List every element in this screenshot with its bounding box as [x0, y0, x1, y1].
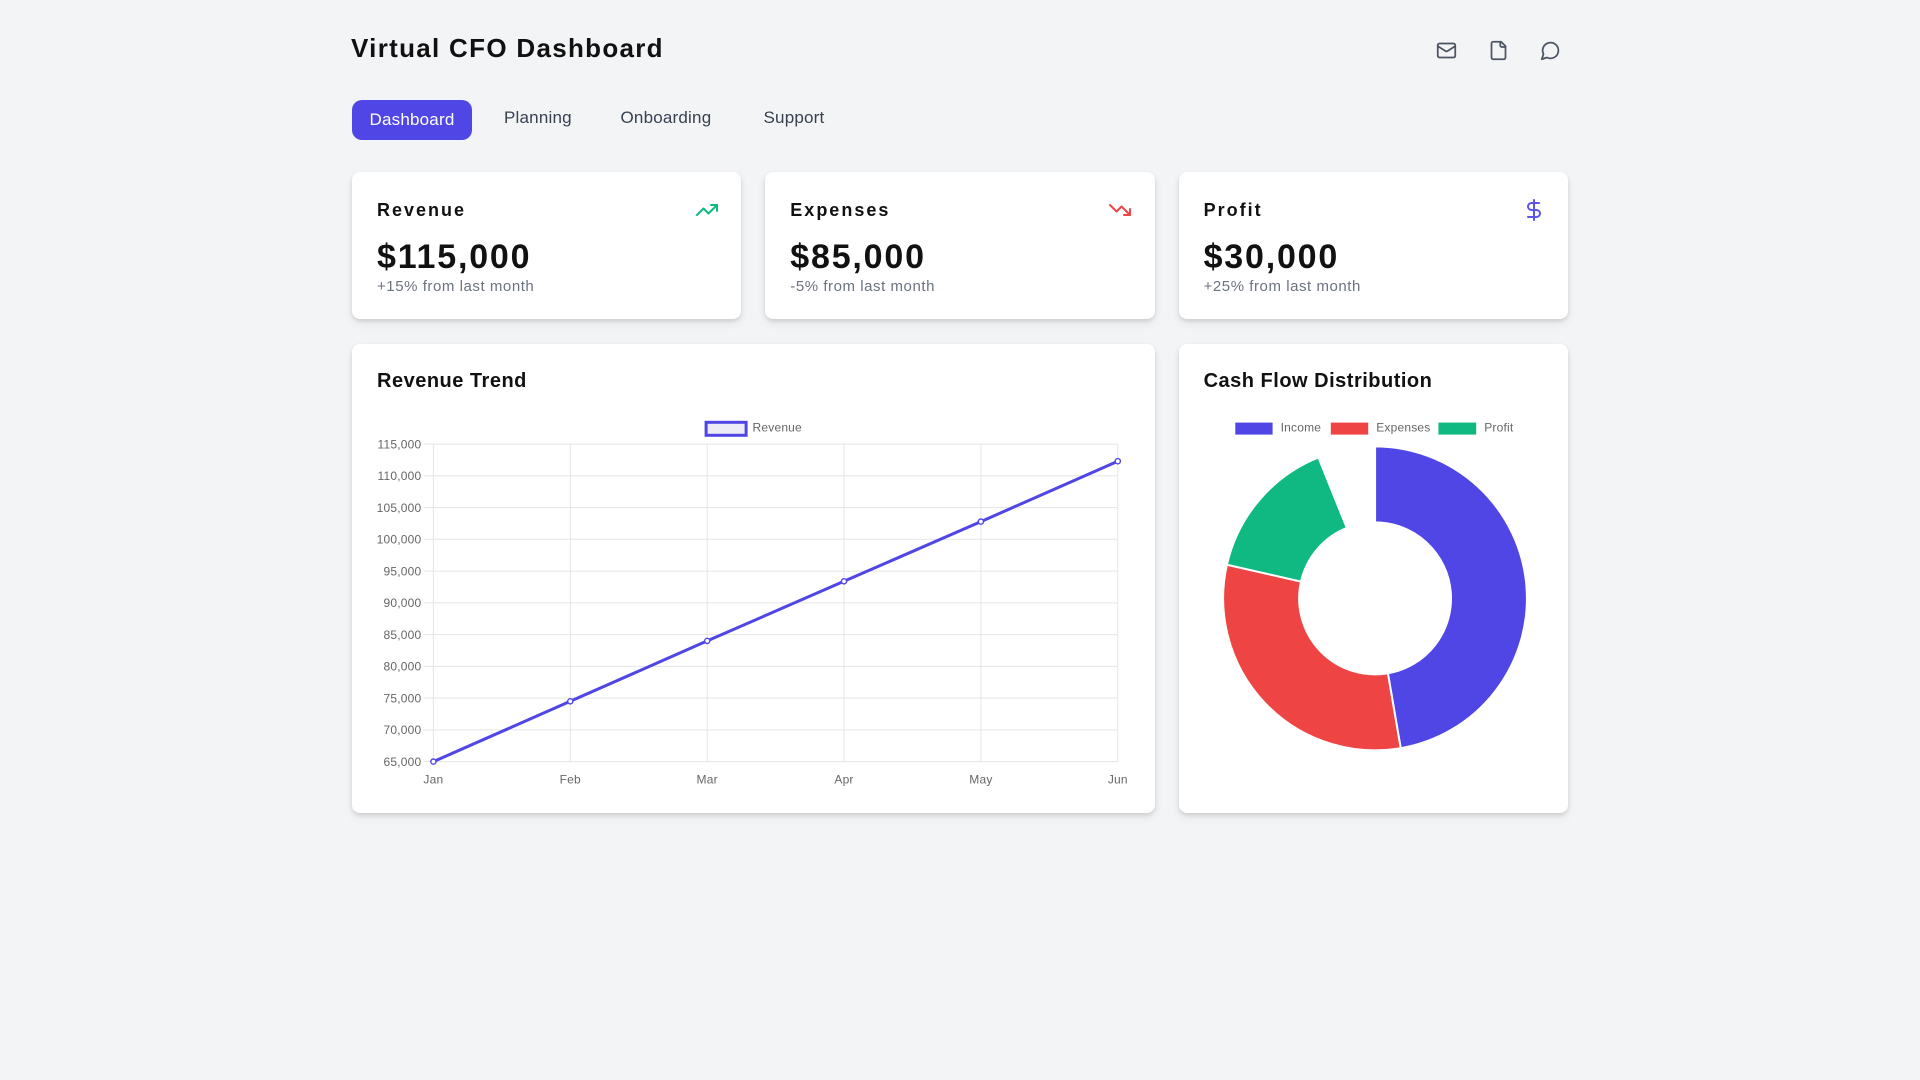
- svg-text:85,000: 85,000: [383, 627, 421, 641]
- svg-text:65,000: 65,000: [383, 754, 421, 768]
- svg-text:115,000: 115,000: [378, 437, 422, 451]
- svg-text:Jun: Jun: [1108, 772, 1128, 786]
- svg-text:70,000: 70,000: [383, 723, 421, 737]
- svg-text:110,000: 110,000: [378, 469, 422, 483]
- svg-text:75,000: 75,000: [383, 691, 421, 705]
- svg-text:Jan: Jan: [423, 772, 443, 786]
- svg-text:105,000: 105,000: [377, 500, 422, 514]
- svg-text:Profit: Profit: [1484, 420, 1514, 434]
- svg-text:May: May: [969, 772, 992, 786]
- svg-text:Revenue: Revenue: [753, 420, 803, 434]
- svg-text:Feb: Feb: [560, 772, 581, 786]
- svg-text:100,000: 100,000: [377, 532, 422, 546]
- svg-text:80,000: 80,000: [383, 659, 421, 673]
- svg-text:90,000: 90,000: [383, 596, 421, 610]
- svg-text:Income: Income: [1280, 420, 1321, 434]
- svg-text:Expenses: Expenses: [1376, 420, 1430, 434]
- svg-text:Mar: Mar: [697, 772, 718, 786]
- svg-text:95,000: 95,000: [383, 564, 421, 578]
- svg-text:Apr: Apr: [834, 772, 853, 786]
